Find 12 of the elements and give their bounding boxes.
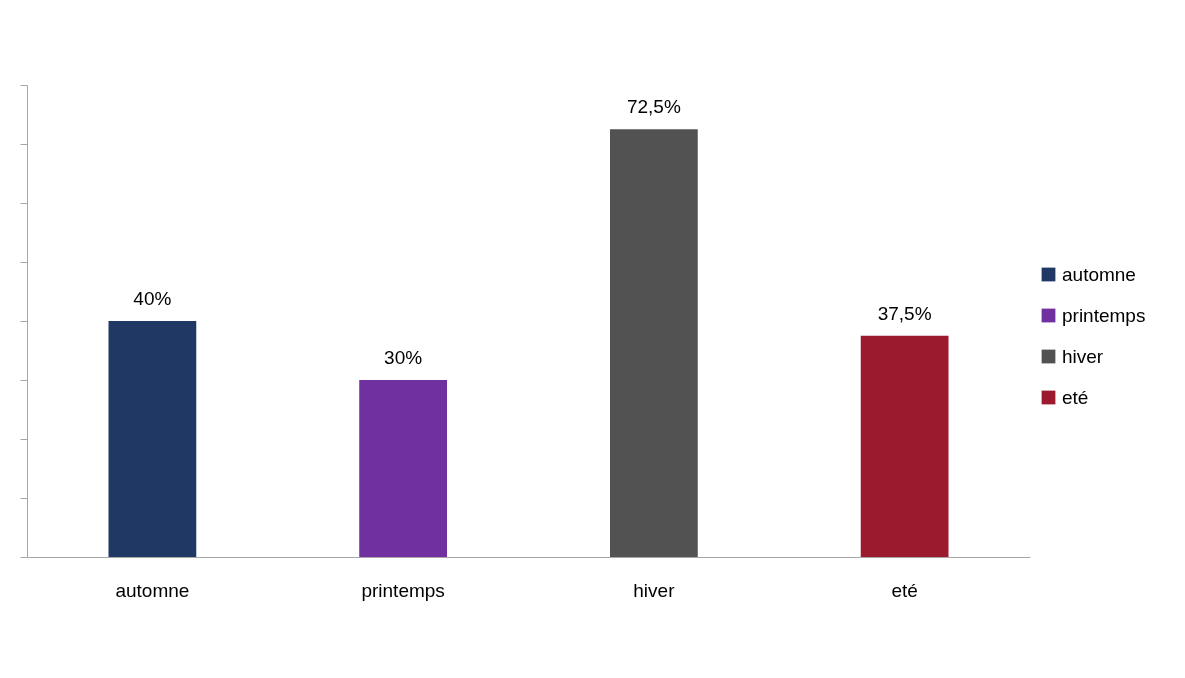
legend-label: hiver	[1062, 345, 1104, 367]
data-label: 30%	[384, 347, 423, 368]
legend-label: printemps	[1062, 304, 1146, 326]
data-label: 37,5%	[877, 302, 932, 324]
x-tick-label: automne	[115, 579, 190, 601]
legend-label: eté	[1062, 386, 1089, 408]
data-label: 40%	[133, 288, 172, 309]
x-tick-label: printemps	[361, 579, 445, 601]
x-tick-label: eté	[891, 579, 918, 601]
data-label: 72,5%	[626, 96, 681, 118]
x-tick-label: hiver	[633, 579, 676, 601]
legend-label: automne	[1062, 263, 1136, 285]
